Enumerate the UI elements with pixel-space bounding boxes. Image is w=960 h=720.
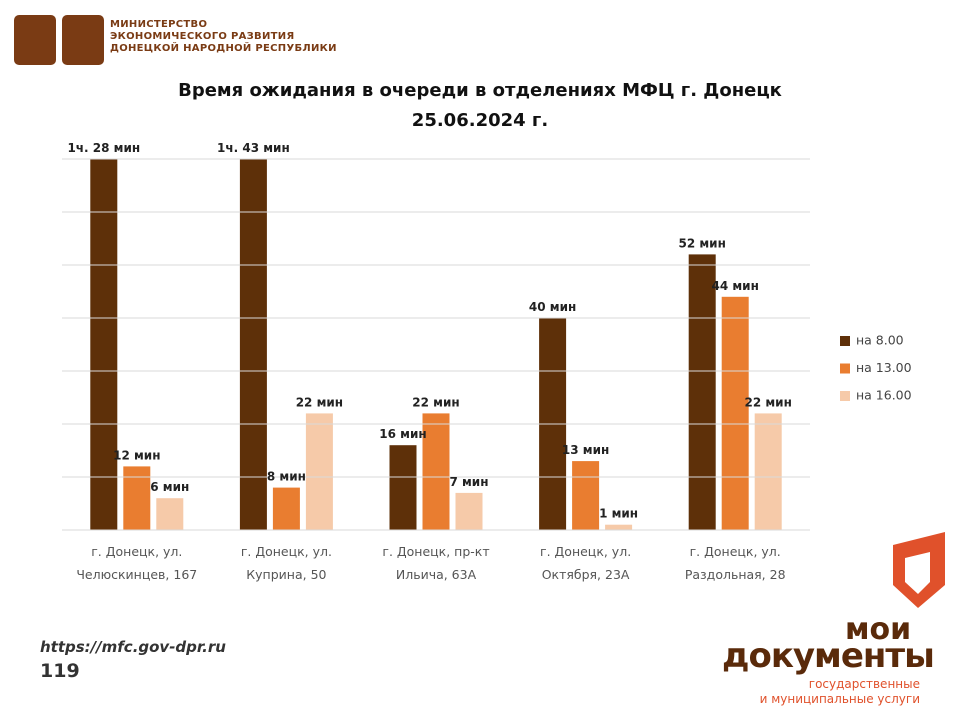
legend-swatch (840, 363, 850, 374)
x-tick-label: г. Донецк, ул. Раздольная, 28 (684, 544, 786, 582)
chart-title: Время ожидания в очереди в отделениях МФ… (178, 80, 782, 131)
value-label: 22 мин (745, 395, 792, 409)
emblem (62, 15, 104, 65)
value-label: 7 мин (449, 475, 488, 489)
legend-label: на 16.00 (856, 388, 912, 403)
brand-logo-inner (905, 552, 930, 594)
brand-main: документы (722, 636, 935, 676)
value-label: 22 мин (296, 395, 343, 409)
bar (572, 461, 600, 530)
bar (156, 498, 184, 530)
brand-sub: государственные и муниципальные услуги (759, 677, 920, 706)
x-tick-label: г. Донецк, пр-кт Ильича, 63А (382, 544, 490, 582)
bar (123, 466, 151, 530)
bar (455, 492, 483, 530)
value-label: 6 мин (150, 480, 189, 494)
legend-label: на 13.00 (856, 360, 912, 375)
bar (688, 254, 716, 530)
x-tick-label: г. Донецк, ул. Куприна, 50 (240, 544, 332, 582)
value-label: 13 мин (562, 443, 609, 457)
bar (239, 159, 267, 531)
x-tick-label: г. Донецк, ул. Октября, 23А (540, 544, 632, 582)
url: https://mfc.gov-dpr.ru (40, 638, 226, 656)
value-label: 12 мин (113, 448, 160, 462)
x-tick-label: г. Донецк, ул. Челюскинцев, 167 (76, 544, 198, 582)
value-label: 22 мин (412, 395, 459, 409)
legend-swatch (840, 336, 850, 346)
value-label: 1 мин (599, 507, 638, 521)
bar (721, 296, 749, 530)
legend-label: на 8.00 (856, 333, 904, 348)
bar (305, 413, 333, 530)
value-label: 1ч. 28 мин (67, 141, 140, 155)
page-number: 119 (40, 660, 80, 682)
bar (754, 413, 782, 530)
value-label: 1ч. 43 мин (217, 141, 290, 155)
value-label: 16 мин (379, 427, 426, 441)
value-label: 40 мин (529, 300, 576, 314)
value-label: 44 мин (712, 279, 759, 293)
value-label: 8 мин (267, 470, 306, 484)
bar (272, 487, 300, 530)
brand-top: мои (845, 612, 912, 647)
ministry-name: МИНИСТЕРСТВО ЭКОНОМИЧЕСКОГО РАЗВИТИЯ ДОН… (110, 19, 337, 54)
legend-swatch (840, 391, 850, 401)
bar (605, 524, 633, 530)
bar (90, 159, 118, 530)
emblem (14, 15, 56, 65)
value-label: 52 мин (679, 236, 726, 250)
bar (422, 413, 450, 530)
bar (389, 445, 417, 530)
